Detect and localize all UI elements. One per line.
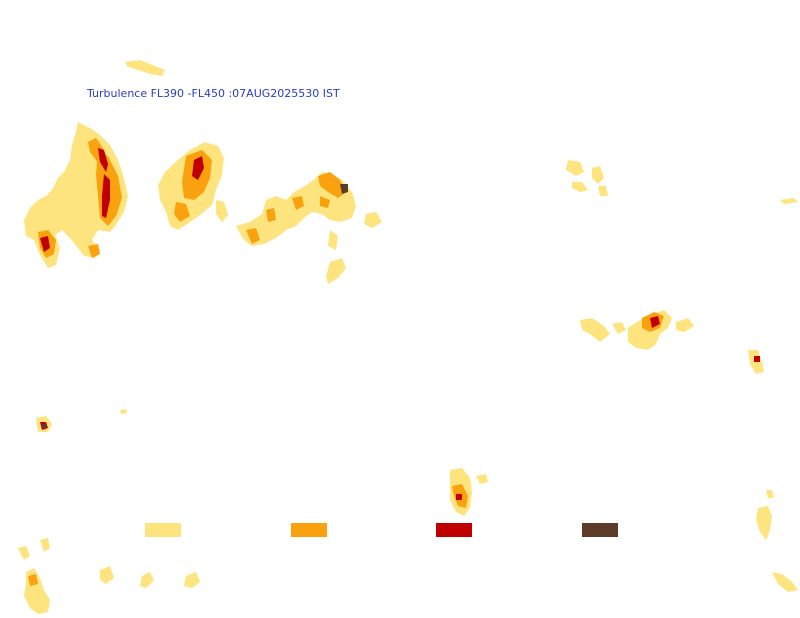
turbulence-cell bbox=[120, 409, 127, 414]
turbulence-cell bbox=[328, 230, 338, 250]
turbulence-cell bbox=[676, 318, 694, 332]
turbulence-cell bbox=[612, 322, 626, 334]
legend-swatch-extreme bbox=[582, 523, 618, 537]
turbulence-cell bbox=[592, 166, 604, 184]
extreme-turbulence-areas bbox=[42, 184, 348, 428]
legend-swatch-severe bbox=[436, 523, 472, 537]
turbulence-cell bbox=[28, 574, 38, 586]
turbulence-cell bbox=[772, 572, 798, 592]
turbulence-cell bbox=[40, 538, 50, 552]
turbulence-cell bbox=[192, 156, 204, 180]
turbulence-cell bbox=[292, 196, 304, 210]
turbulence-cell bbox=[580, 318, 610, 342]
turbulence-cell bbox=[780, 198, 798, 204]
turbulence-cell bbox=[98, 148, 108, 172]
turbulence-cell bbox=[320, 196, 330, 208]
turbulence-cell bbox=[18, 546, 30, 560]
turbulence-cell bbox=[24, 568, 50, 614]
turbulence-cell bbox=[340, 184, 348, 194]
turbulence-cell bbox=[326, 258, 346, 284]
map-title: Turbulence FL390 -FL450 :07AUG2025530 IS… bbox=[87, 87, 340, 100]
turbulence-cell bbox=[174, 202, 190, 222]
severe-turbulence-areas bbox=[40, 148, 760, 500]
turbulence-cell bbox=[650, 316, 660, 328]
turbulence-cell bbox=[364, 212, 382, 228]
turbulence-cell bbox=[572, 182, 588, 192]
turbulence-cell bbox=[140, 572, 154, 588]
turbulence-cell bbox=[88, 244, 100, 258]
turbulence-cell bbox=[476, 474, 488, 484]
turbulence-cell bbox=[754, 356, 760, 362]
turbulence-cell bbox=[598, 186, 608, 196]
turbulence-cell bbox=[184, 572, 200, 588]
legend-swatch-moderate bbox=[291, 523, 327, 537]
turbulence-cell bbox=[756, 506, 772, 540]
turbulence-cell bbox=[125, 60, 165, 76]
turbulence-cell bbox=[42, 424, 46, 428]
turbulence-cell bbox=[216, 200, 228, 222]
turbulence-cell bbox=[766, 490, 774, 498]
light-turbulence-areas bbox=[18, 60, 798, 614]
turbulence-cell bbox=[40, 236, 50, 252]
legend-swatch-light bbox=[145, 523, 181, 537]
turbulence-cell bbox=[456, 494, 462, 500]
turbulence-cell bbox=[102, 174, 110, 218]
turbulence-cell bbox=[100, 566, 114, 584]
turbulence-cell bbox=[266, 208, 276, 222]
turbulence-cell bbox=[246, 228, 260, 244]
turbulence-cell bbox=[566, 160, 584, 176]
turbulence-cell bbox=[318, 172, 346, 198]
